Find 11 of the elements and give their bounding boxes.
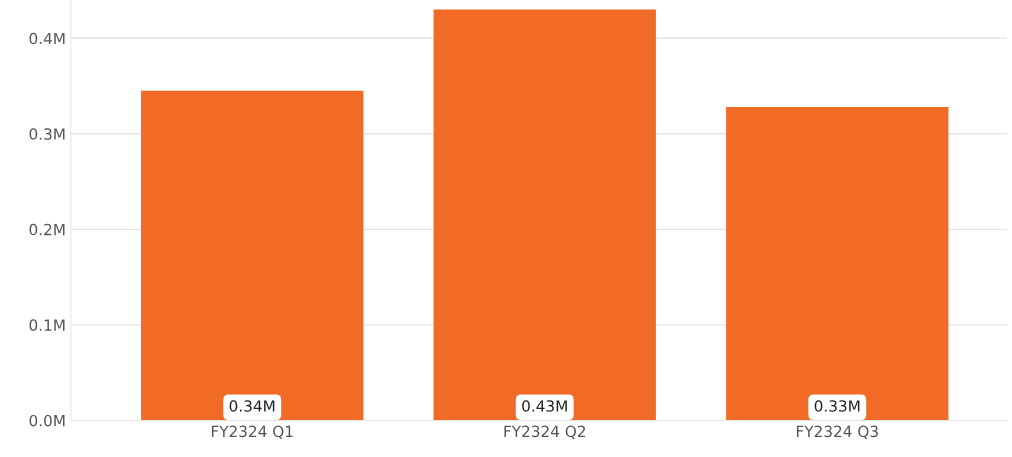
y-tick-label: 0.3M: [29, 128, 65, 140]
x-tick-label: FY2324 Q3: [796, 425, 878, 439]
y-tick-label: 0.1M: [29, 319, 65, 331]
y-tick-label: 0.2M: [29, 223, 65, 236]
data-label: 0.43M: [522, 400, 567, 412]
y-tick-label: 0.4M: [29, 32, 65, 45]
data-label: 0.34M: [229, 400, 275, 412]
x-tick-label: FY2324 Q1: [211, 425, 293, 439]
data-label: 0.33M: [814, 400, 860, 412]
x-tick-label: FY2324 Q2: [504, 425, 586, 439]
y-tick-label: 0.0M: [29, 414, 65, 427]
